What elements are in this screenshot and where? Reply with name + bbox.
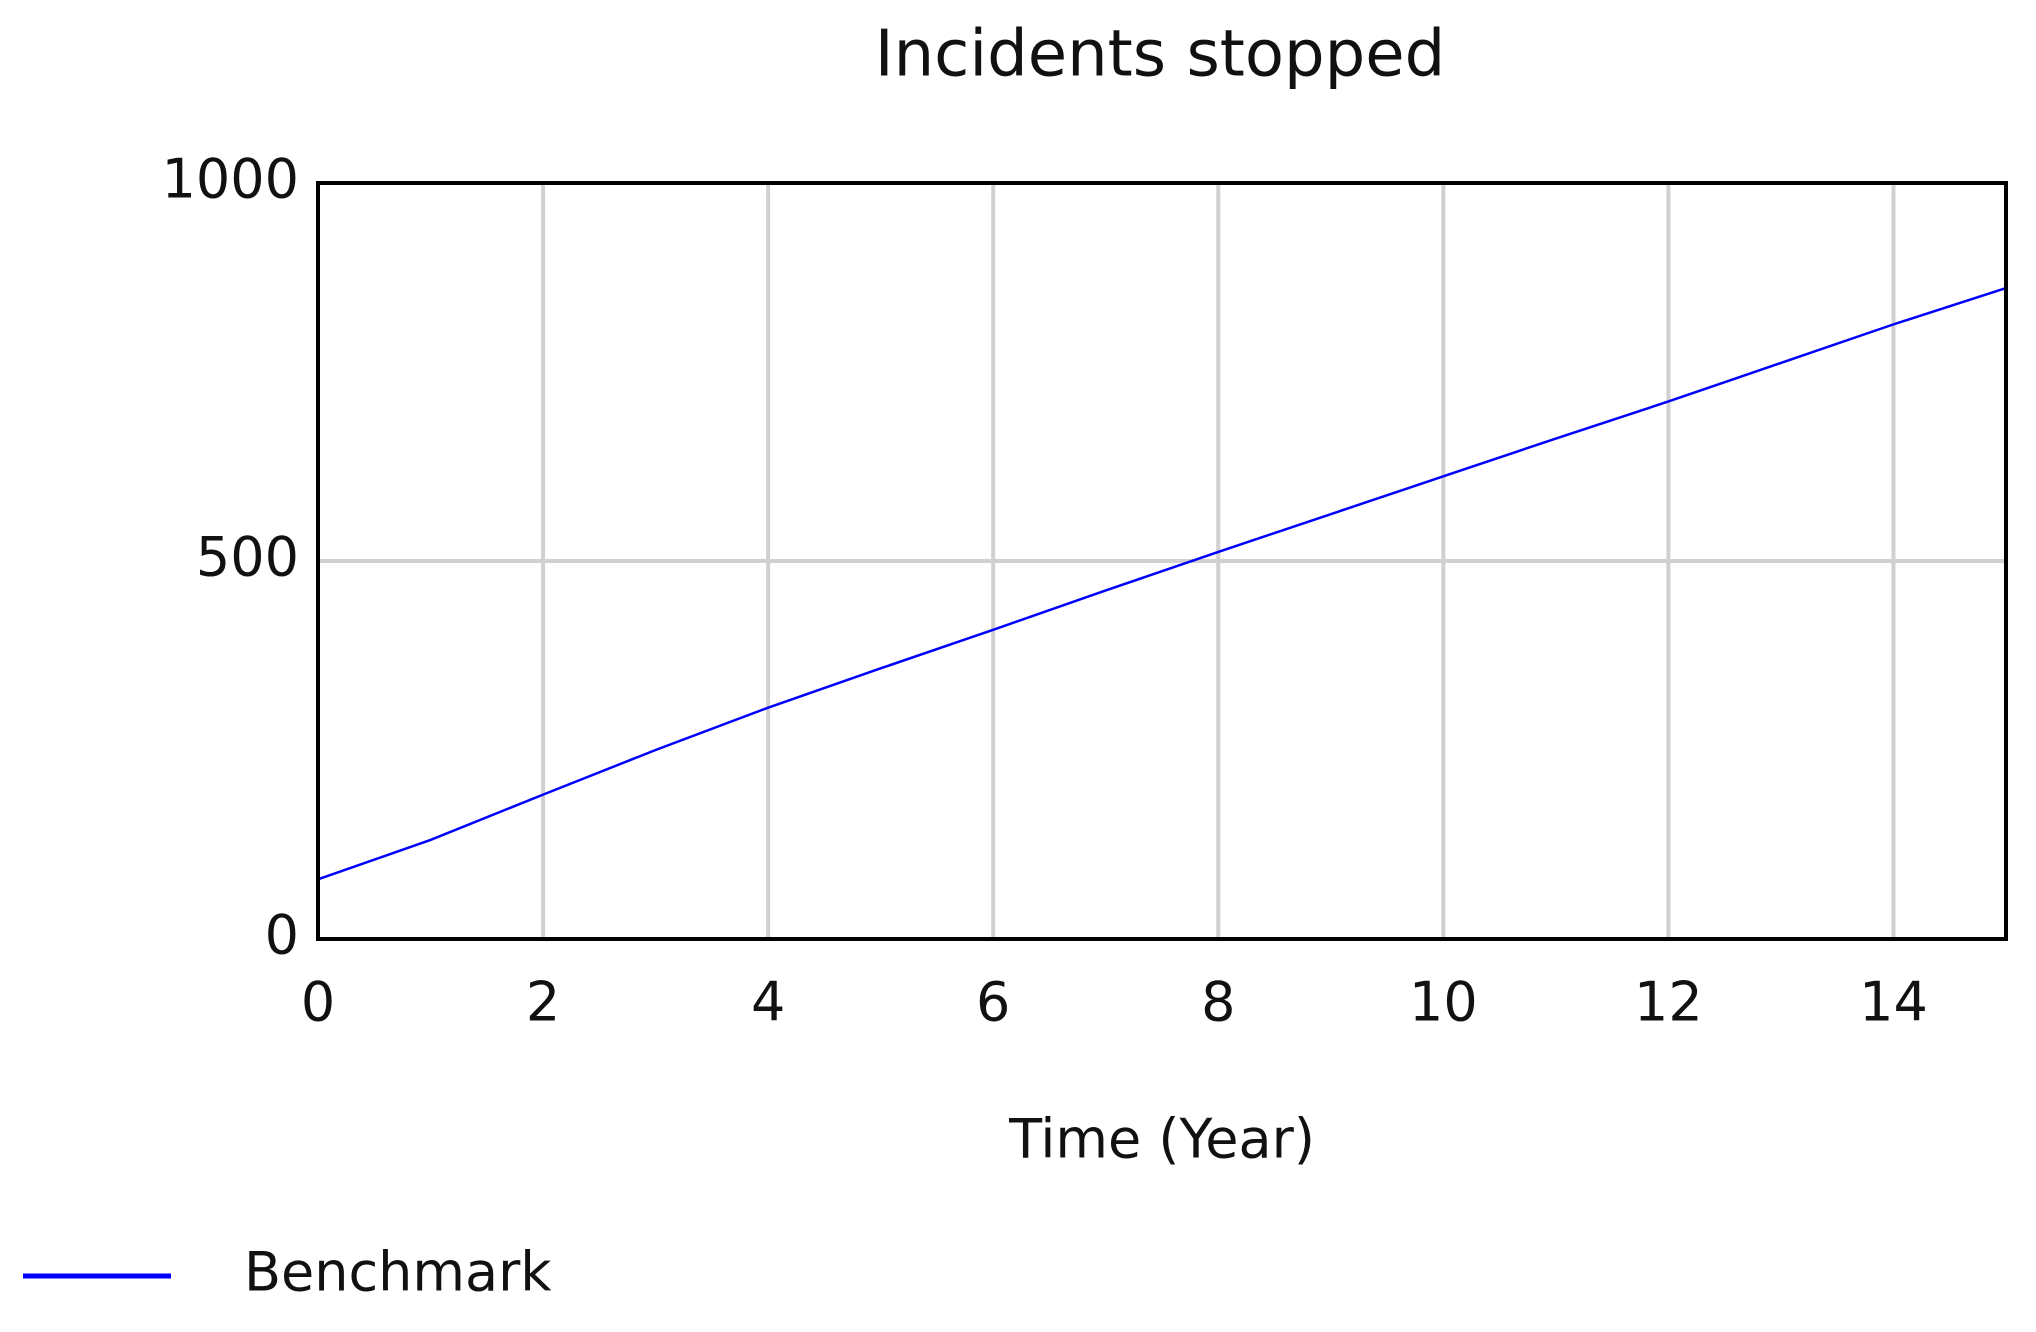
x-tick-label: 8 — [1201, 971, 1235, 1034]
x-tick-label: 6 — [976, 971, 1010, 1034]
grid — [316, 181, 2006, 941]
y-tick-label: 0 — [265, 904, 299, 967]
x-tick-label: 12 — [1634, 971, 1703, 1034]
y-tick-label: 500 — [196, 526, 299, 589]
x-axis-label: Time (Year) — [1008, 1108, 1315, 1171]
x-tick-label: 10 — [1409, 971, 1478, 1034]
series-line — [317, 286, 2007, 881]
x-tick-label: 2 — [526, 971, 560, 1034]
x-tick-label: 14 — [1859, 971, 1928, 1034]
x-tick-label: 0 — [301, 971, 335, 1034]
legend: Benchmark — [23, 1241, 552, 1304]
y-tick-label: 1000 — [162, 148, 299, 211]
plot-frame — [316, 181, 2008, 941]
legend-label: Benchmark — [244, 1241, 552, 1304]
x-tick-label: 4 — [751, 971, 785, 1034]
chart-title: Incidents stopped — [875, 18, 1446, 92]
marks — [317, 286, 2007, 881]
